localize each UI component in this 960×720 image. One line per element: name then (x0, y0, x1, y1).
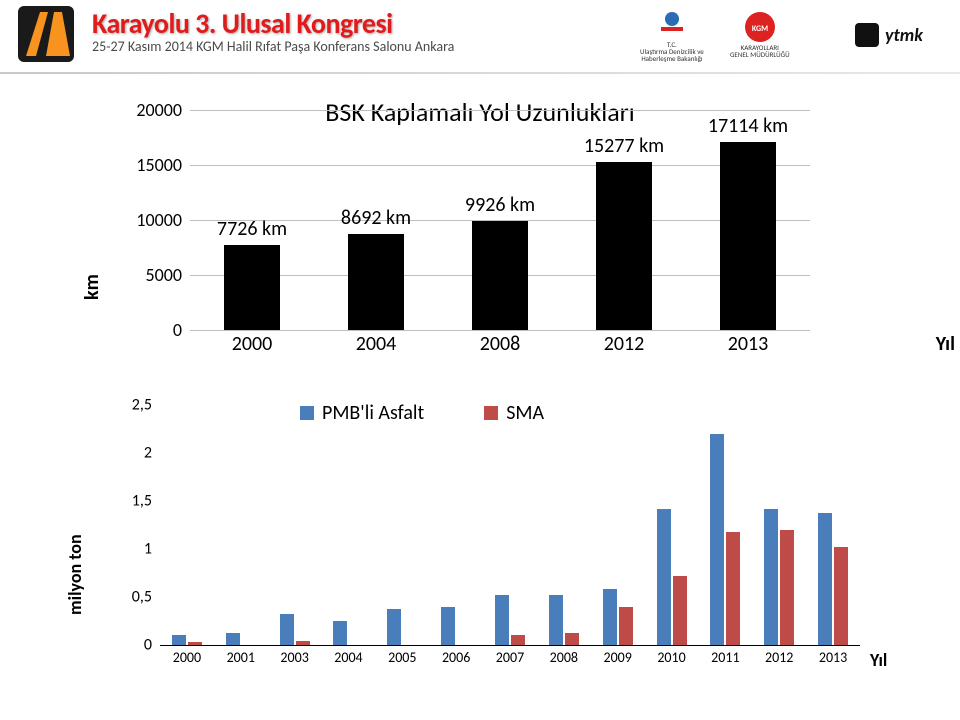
chart1-ylabel: km (80, 274, 104, 300)
chart1-ytick: 5000 (102, 264, 182, 286)
sponsor-ytmk: ytmk (855, 10, 923, 60)
chart2-bar (387, 609, 401, 645)
chart1-bar (596, 162, 652, 330)
chart2-xtick: 2013 (819, 649, 847, 666)
chart2-plot: 00,511,522,5 (160, 405, 860, 645)
chart2-xtick: 2009 (603, 649, 631, 666)
chart2-ylabel: milyon ton (64, 534, 86, 615)
chart1-bar (224, 245, 280, 330)
chart2-ytick: 2,5 (92, 396, 152, 415)
chart1-ytick: 0 (102, 319, 182, 341)
header-subtitle: 25-27 Kasım 2014 KGM Halil Rıfat Paşa Ko… (92, 38, 454, 55)
chart2-bar (603, 589, 617, 645)
chart1-value-label: 15277 km (584, 134, 664, 158)
chart1-plot: 050001000015000200007726 km8692 km9926 k… (190, 110, 810, 330)
chart1-bar (348, 234, 404, 330)
header: Karayolu 3. Ulusal Kongresi 25-27 Kasım … (0, 0, 960, 70)
chart2-bar (495, 595, 509, 645)
chart1-xtick: 2004 (356, 332, 397, 356)
chart1-bar (720, 142, 776, 330)
chart2-bar (333, 621, 347, 645)
chart1-xtick: 2012 (604, 332, 645, 356)
chart1-xlabel: Yıl (936, 332, 955, 356)
chart1-value-label: 8692 km (341, 206, 411, 230)
chart1-gridline (190, 330, 810, 331)
chart1-xtick: 2008 (480, 332, 521, 356)
kgm-logo-icon: KGM (745, 12, 775, 42)
chart2-xtick: 2008 (550, 649, 578, 666)
sponsor-tc-label: T.C. Ulaştırma Denizcilik ve Haberleşme … (640, 41, 704, 62)
chart2-bar (764, 509, 778, 645)
chart1-gridline (190, 165, 810, 166)
chart1-xtick: 2000 (232, 332, 273, 356)
chart2-bar (565, 633, 579, 645)
chart2-xtick: 2012 (765, 649, 793, 666)
header-divider (0, 72, 960, 74)
chart2-bar (441, 607, 455, 645)
ytmk-logo-icon (855, 23, 879, 47)
sponsor-kgm-label: KARAYOLLARI GENEL MÜDÜRLÜĞÜ (730, 44, 790, 58)
chart2-bar (834, 547, 848, 645)
chart2-bar (619, 607, 633, 645)
chart2-xtick: 2003 (280, 649, 308, 666)
chart2-bar (780, 530, 794, 645)
chart2-bar (673, 576, 687, 645)
chart2-bar (657, 509, 671, 645)
chart1-ytick: 20000 (102, 99, 182, 121)
chart2-ytick: 1 (92, 540, 152, 559)
karayolu-logo-icon (18, 6, 78, 62)
chart1-gridline (190, 110, 810, 111)
chart1-value-label: 9926 km (465, 193, 535, 217)
chart2-ytick: 0,5 (92, 588, 152, 607)
chart1-bar (472, 221, 528, 330)
chart2-bar (818, 513, 832, 645)
chart2-bar (726, 532, 740, 645)
sponsor-kgm: KGM KARAYOLLARI GENEL MÜDÜRLÜĞÜ (730, 10, 790, 60)
chart2-bar (710, 434, 724, 645)
chart2-ytick: 0 (92, 636, 152, 655)
slide: Karayolu 3. Ulusal Kongresi 25-27 Kasım … (0, 0, 960, 720)
chart2-ytick: 2 (92, 444, 152, 463)
chart2-bar (511, 635, 525, 645)
sponsor-tc: T.C. Ulaştırma Denizcilik ve Haberleşme … (640, 10, 704, 60)
chart2-xtick: 2011 (711, 649, 739, 666)
chart1-value-label: 17114 km (708, 114, 788, 138)
chart2-xlabel: Yıl (870, 649, 887, 671)
chart2-xtick: 2001 (227, 649, 255, 666)
chart2-xtick: 2005 (388, 649, 416, 666)
chart2-baseline (160, 645, 860, 646)
sponsor-ytmk-label: ytmk (885, 24, 923, 46)
chart2-xtick: 2010 (657, 649, 685, 666)
chart2-xtick: 2004 (334, 649, 362, 666)
tc-ministry-icon (657, 9, 687, 39)
chart2-ytick: 1,5 (92, 492, 152, 511)
chart2-bar (172, 635, 186, 645)
chart2-xtick: 2007 (496, 649, 524, 666)
chart2-bar (280, 614, 294, 645)
chart2-bar (226, 633, 240, 645)
header-title: Karayolu 3. Ulusal Kongresi (92, 6, 393, 41)
bsk-chart: BSK Kaplamalı Yol Uzunlukları km 0500010… (70, 100, 890, 370)
chart1-ytick: 15000 (102, 154, 182, 176)
svg-text:KGM: KGM (752, 24, 768, 34)
chart2-xtick: 2000 (173, 649, 201, 666)
chart2-xtick: 2006 (442, 649, 470, 666)
chart1-xtick: 2013 (728, 332, 769, 356)
pmb-sma-chart: milyon ton PMB'li AsfaltSMA 00,511,522,5… (70, 405, 890, 695)
chart1-value-label: 7726 km (217, 217, 287, 241)
chart1-ytick: 10000 (102, 209, 182, 231)
chart2-bar (549, 595, 563, 645)
